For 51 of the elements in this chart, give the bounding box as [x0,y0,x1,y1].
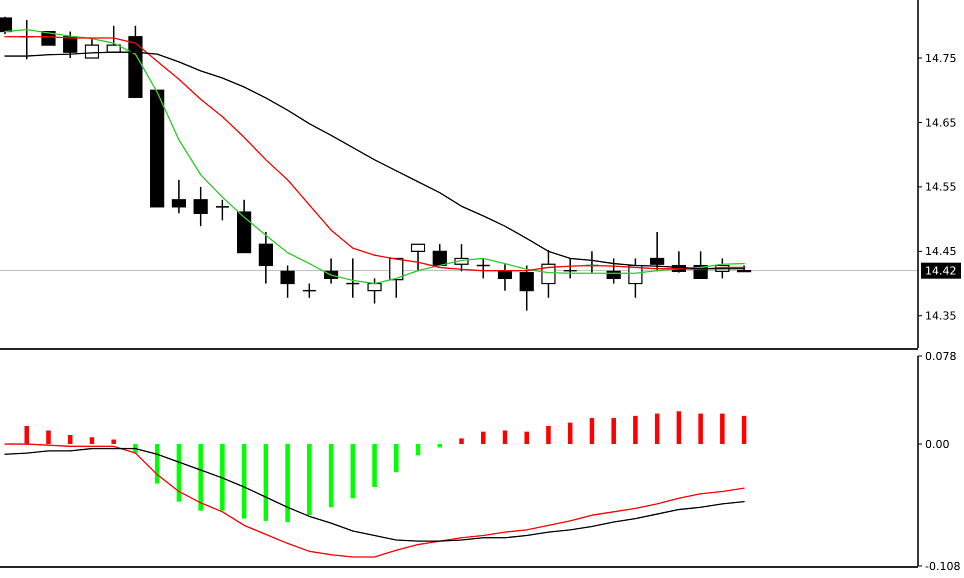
line-series [4,448,745,542]
bar [438,444,442,448]
bar [176,444,182,502]
bar [698,414,703,444]
bar [546,426,551,444]
y-tick-label: 0.00 [925,438,950,451]
bar [307,444,312,516]
y-tick-label: 14.45 [925,245,956,258]
bar [264,444,268,521]
bar [154,444,160,484]
bar [524,432,529,444]
y-tick-label: 14.65 [925,116,956,130]
candlestick [258,231,273,284]
bar [285,444,290,522]
candlestick [194,186,208,227]
bar [242,444,246,519]
candlestick [410,243,426,272]
candlestick [215,199,230,222]
bar [220,444,225,511]
bar [350,444,356,498]
candlestick [367,278,382,304]
bar [654,414,660,444]
candlestick [476,258,490,280]
candlestick [520,264,534,312]
candlestick [172,179,186,214]
y-tick-label: -0.108 [925,560,960,573]
y-tick-label: 14.55 [925,180,956,194]
bar [633,416,638,444]
y-tick-label: 0.078 [925,350,956,363]
candlestick [389,258,404,298]
candlestick [346,258,360,298]
bar [459,438,464,444]
y-tick-label: 14.35 [925,310,956,323]
y-tick-label: 14.75 [925,52,956,65]
bar [611,418,616,444]
bar [416,444,420,456]
bar [394,444,399,472]
bar [742,416,746,444]
candlestick [280,264,295,298]
bar [568,422,572,444]
bar [480,432,486,444]
candlestick [302,282,317,298]
bar [372,444,377,487]
bar [676,411,682,444]
bar [198,444,203,511]
candlestick [432,243,447,266]
bar [720,414,725,444]
ref-line-label: 14.42 [925,264,956,278]
bar [590,418,594,444]
bar [328,444,334,508]
bar [502,430,508,444]
